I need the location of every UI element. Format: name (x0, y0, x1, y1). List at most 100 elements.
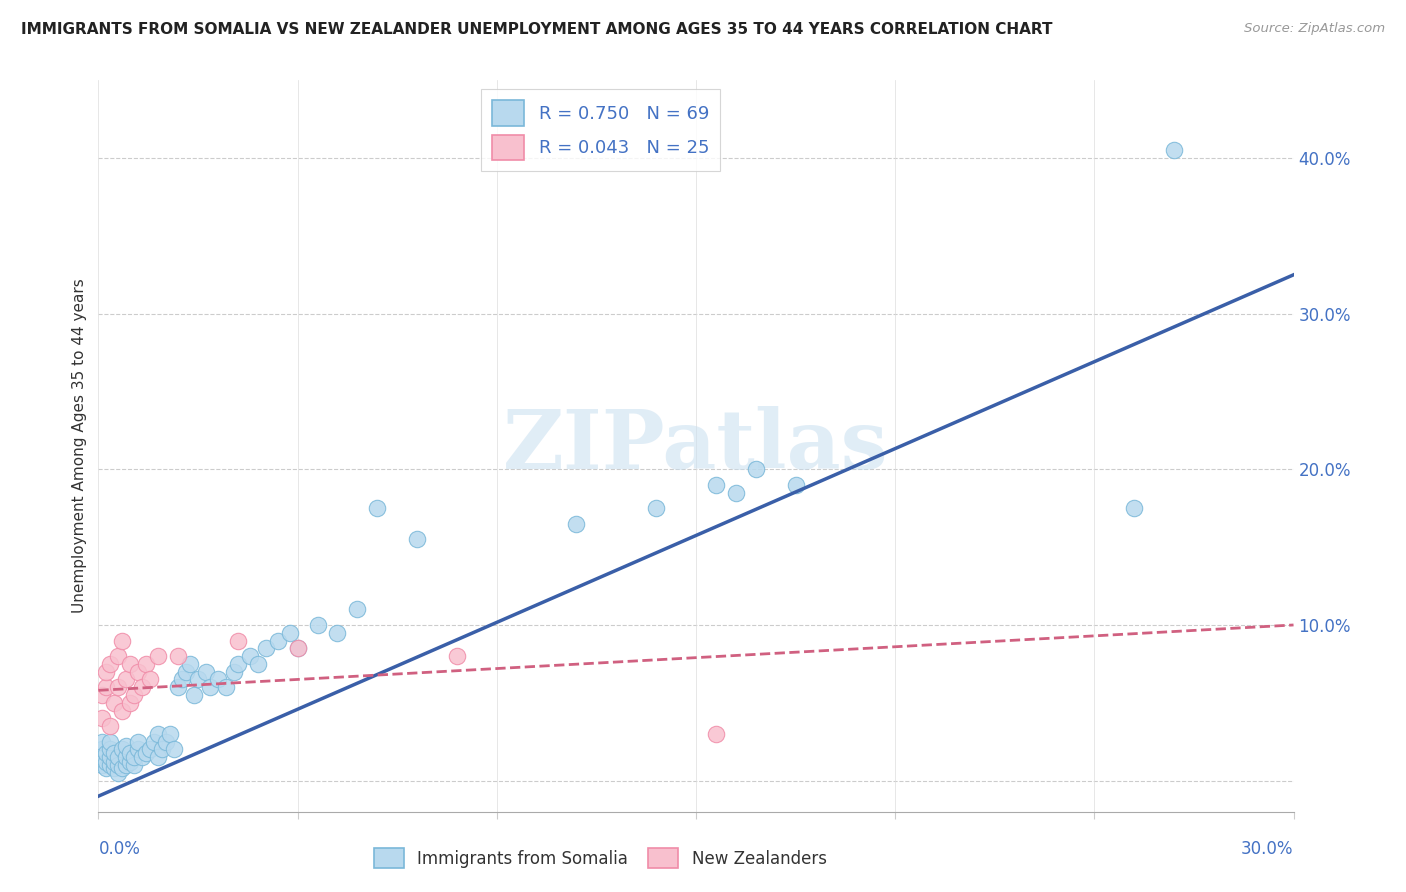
Point (745, 462, 768, 476)
Point (124, 750, 146, 764)
Point (278, 625, 301, 640)
Point (135, 657, 157, 671)
Point (131, 680, 153, 694)
Point (406, 533, 429, 547)
Point (127, 734, 149, 748)
Point (172, 673, 194, 687)
Point (163, 742, 186, 756)
Point (1123, 501, 1146, 516)
Point (96, 755, 118, 769)
Text: Source: ZipAtlas.com: Source: ZipAtlas.com (1244, 22, 1385, 36)
Point (704, 727, 727, 741)
Point (96, 665, 118, 679)
Point (100, 734, 122, 748)
Point (565, 516, 588, 531)
Point (183, 688, 205, 702)
Point (785, 478, 807, 492)
Point (446, 649, 468, 664)
Point (167, 649, 190, 664)
Point (111, 704, 134, 718)
Point (111, 633, 134, 648)
Point (148, 649, 170, 664)
Point (287, 641, 309, 656)
Point (207, 673, 229, 687)
Point (724, 485, 747, 500)
Point (115, 758, 138, 772)
Point (179, 657, 201, 671)
Point (148, 750, 170, 764)
Point (91, 750, 114, 764)
Point (143, 734, 166, 748)
Point (366, 501, 388, 516)
Y-axis label: Unemployment Among Ages 35 to 44 years: Unemployment Among Ages 35 to 44 years (72, 278, 87, 614)
Point (174, 665, 197, 679)
Point (91, 758, 114, 772)
Text: ZIPatlas: ZIPatlas (503, 406, 889, 486)
Point (135, 746, 157, 760)
Point (91, 734, 114, 748)
Point (346, 602, 368, 616)
Point (107, 649, 129, 664)
Point (645, 501, 668, 516)
Point (124, 688, 146, 702)
Point (222, 665, 245, 679)
Point (326, 625, 349, 640)
Point (120, 746, 142, 760)
Point (139, 742, 162, 756)
Point (103, 755, 125, 769)
Point (100, 719, 122, 733)
Point (120, 755, 142, 769)
Legend: Immigrants from Somalia, New Zealanders: Immigrants from Somalia, New Zealanders (366, 839, 835, 877)
Point (91, 688, 114, 702)
Point (167, 680, 190, 694)
Point (246, 657, 269, 671)
Point (111, 742, 134, 756)
Point (148, 727, 170, 741)
Point (127, 665, 149, 679)
Text: 0.0%: 0.0% (98, 839, 141, 857)
Point (115, 673, 138, 687)
Point (91, 711, 114, 725)
Point (704, 478, 727, 492)
Point (96, 761, 118, 775)
Point (239, 649, 262, 664)
Point (120, 696, 142, 710)
Point (187, 673, 209, 687)
Point (267, 633, 290, 648)
Point (107, 750, 129, 764)
Point (107, 758, 129, 772)
Point (254, 641, 277, 656)
Point (1163, 144, 1185, 158)
Point (100, 758, 122, 772)
Point (155, 734, 177, 748)
Point (115, 750, 138, 764)
Point (226, 657, 249, 671)
Point (124, 758, 146, 772)
Point (139, 673, 162, 687)
Point (127, 742, 149, 756)
Point (115, 739, 138, 754)
Point (198, 680, 221, 694)
Point (91, 742, 114, 756)
Point (100, 742, 122, 756)
Point (107, 680, 129, 694)
Point (96, 746, 118, 760)
Point (150, 742, 173, 756)
Point (195, 665, 218, 679)
Point (107, 765, 129, 780)
Point (215, 680, 238, 694)
Point (111, 761, 134, 775)
Text: IMMIGRANTS FROM SOMALIA VS NEW ZEALANDER UNEMPLOYMENT AMONG AGES 35 TO 44 YEARS : IMMIGRANTS FROM SOMALIA VS NEW ZEALANDER… (21, 22, 1053, 37)
Point (120, 657, 142, 671)
Point (103, 696, 125, 710)
Point (103, 761, 125, 775)
Point (96, 680, 118, 694)
Point (100, 657, 122, 671)
Point (159, 727, 181, 741)
Point (103, 746, 125, 760)
Point (100, 750, 122, 764)
Point (226, 633, 249, 648)
Text: 30.0%: 30.0% (1241, 839, 1294, 857)
Point (307, 618, 329, 632)
Point (131, 750, 153, 764)
